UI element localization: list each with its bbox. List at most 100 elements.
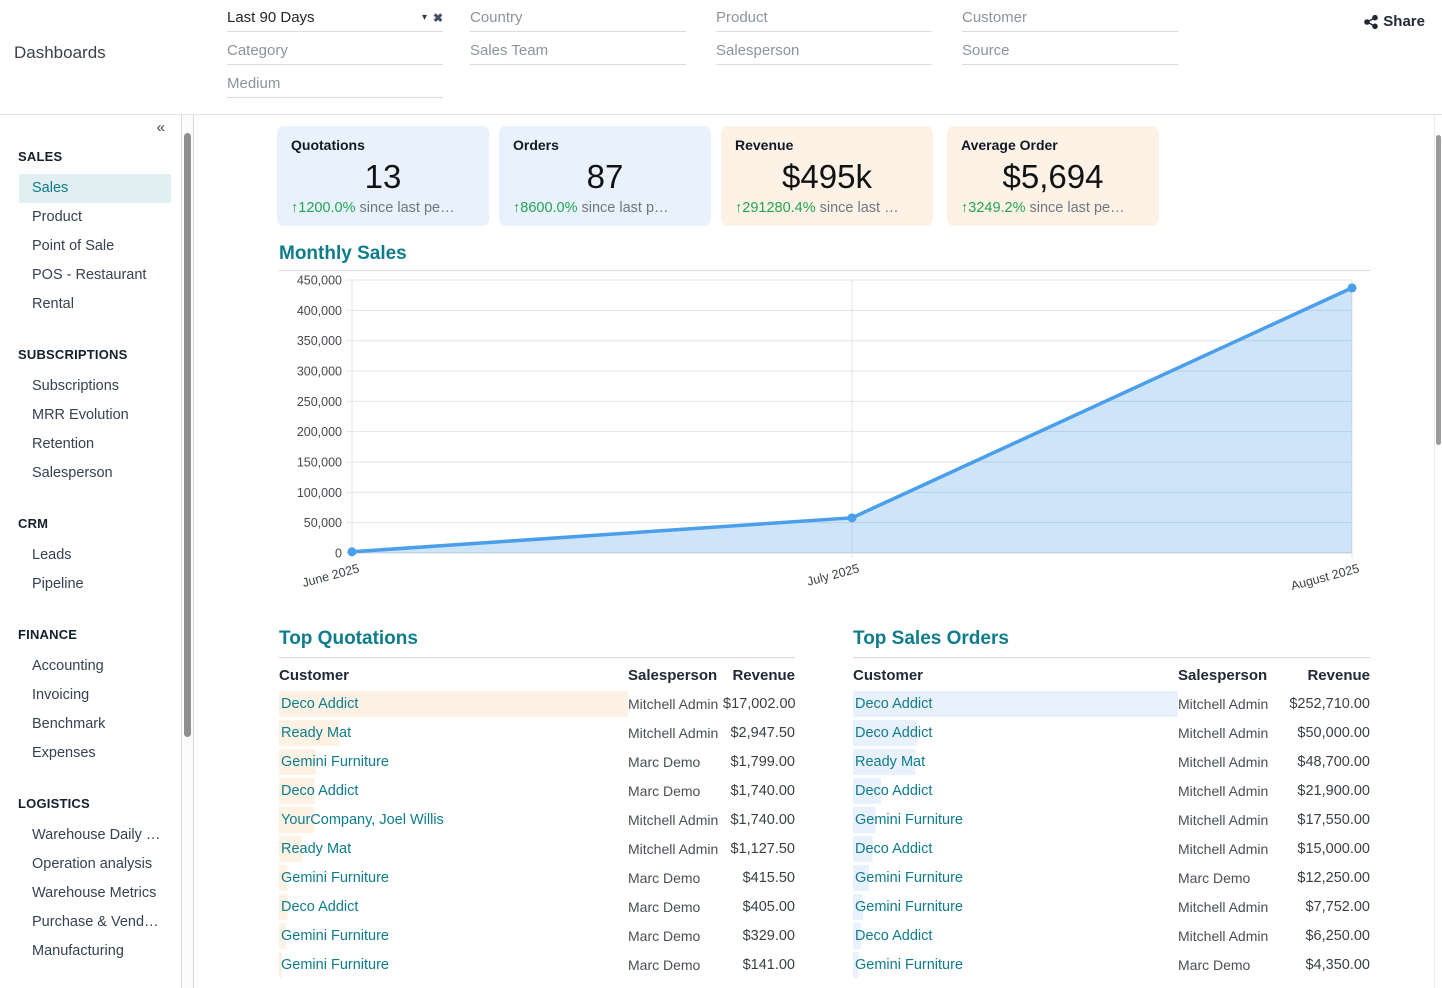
revenue-cell: $6,250.00 [1305,927,1370,944]
filter-product[interactable]: Product [716,6,932,32]
customer-link[interactable]: Deco Addict [853,690,1178,717]
sidebar-item-subscriptions[interactable]: Subscriptions [32,378,120,394]
column-header-salesperson: Salesperson [628,666,718,684]
customer-link[interactable]: Deco Addict [279,777,628,804]
sidebar-item-invoicing[interactable]: Invoicing [32,687,90,703]
customer-link[interactable]: Deco Addict [853,922,1178,949]
sidebar-item-sales[interactable]: Sales [19,174,171,203]
revenue-cell: $2,947.50 [730,724,795,741]
table-row: Gemini Furniture Marc Demo $141.00 [279,950,795,979]
sidebar-item-product[interactable]: Product [32,209,82,225]
sidebar-item-warehouse-daily[interactable]: Warehouse Daily … [32,827,161,843]
customer-link[interactable]: Gemini Furniture [853,893,1178,920]
filter-date-range[interactable]: Last 90 Days ▾ ✖ [227,6,443,32]
filter-source[interactable]: Source [962,39,1178,65]
filter-country[interactable]: Country [470,6,686,32]
dashboard-content: Quotations 13 ↑1200.0% since last pe… Ord… [194,115,1434,988]
sidebar-item-salesperson[interactable]: Salesperson [32,465,113,481]
sidebar-item-warehouse-metrics[interactable]: Warehouse Metrics [32,885,157,901]
data-point-june-2025 [347,547,357,557]
revenue-cell: $17,002.00 [723,695,796,712]
customer-link[interactable]: Gemini Furniture [279,748,628,775]
x-axis-tick-label: June 2025 [301,561,361,590]
y-axis-tick-label: 350,000 [297,334,342,348]
revenue-cell: $1,799.00 [730,753,795,770]
sidebar-item-rental[interactable]: Rental [32,296,74,312]
sidebar-item-manufacturing[interactable]: Manufacturing [32,943,124,959]
table-row: Ready Mat Mitchell Admin $48,700.00 [853,747,1370,776]
customer-link[interactable]: Gemini Furniture [853,806,1178,833]
table-row: Deco Addict Marc Demo $1,740.00 [279,776,795,805]
trend-up-icon: ↑ [961,200,969,216]
share-button[interactable]: Share [1364,13,1425,30]
customer-link[interactable]: Deco Addict [853,777,1178,804]
sidebar-item-mrr-evolution[interactable]: MRR Evolution [32,407,129,423]
top-quotations-table: Top Quotations Customer Salesperson Revenu… [279,628,796,979]
sidebar-item-purchase-vend[interactable]: Purchase & Vend… [32,914,159,930]
customer-link[interactable]: Deco Addict [279,690,628,717]
revenue-cell: $7,752.00 [1305,898,1370,915]
customer-link[interactable]: Deco Addict [853,835,1178,862]
y-axis-tick-label: 200,000 [297,425,342,439]
table-row: Gemini Furniture Marc Demo $329.00 [279,921,795,950]
salesperson-cell: Marc Demo [628,956,701,973]
customer-link[interactable]: Gemini Furniture [279,951,628,978]
column-header-customer: Customer [279,666,350,684]
trend-up-icon: ↑ [291,200,299,216]
sidebar-item-retention[interactable]: Retention [32,436,95,452]
customer-link[interactable]: Ready Mat [853,748,1178,775]
revenue-cell: $15,000.00 [1297,840,1370,857]
kpi-card-quotations[interactable]: Quotations 13 ↑1200.0% since last pe… [277,126,489,226]
filter-customer[interactable]: Customer [962,6,1178,32]
filter-category[interactable]: Category [227,39,443,65]
kpi-label: Average Order [961,137,1058,153]
sidebar-item-expenses[interactable]: Expenses [32,745,96,761]
chevron-down-icon[interactable]: ▾ [421,12,427,23]
customer-link[interactable]: Gemini Furniture [279,864,628,891]
sidebar-section-header: CRM [18,516,49,531]
page-scrollbar-thumb[interactable] [1436,135,1441,445]
sidebar-item-accounting[interactable]: Accounting [32,658,104,674]
kpi-card-orders[interactable]: Orders 87 ↑8600.0% since last p… [499,126,711,226]
top-sales-orders-table: Top Sales Orders Customer Salesperson Reve… [853,628,1370,979]
revenue-cell: $1,740.00 [730,782,795,799]
salesperson-cell: Mitchell Admin [1178,753,1269,770]
filter-sales-team[interactable]: Sales Team [470,39,686,65]
kpi-delta: ↑3249.2% since last pe… [961,200,1125,216]
column-header-salesperson: Salesperson [1178,666,1268,684]
kpi-value: 87 [586,157,624,195]
sidebar-item-leads[interactable]: Leads [32,547,72,563]
share-icon [1364,14,1379,29]
customer-link[interactable]: Gemini Furniture [279,922,628,949]
customer-link[interactable]: Ready Mat [279,719,628,746]
y-axis-tick-label: 300,000 [297,365,342,379]
sidebar-item-operation-analysis[interactable]: Operation analysis [32,856,153,872]
monthly-sales-chart: 0 50,000 100,000 150,000 200,000 250,000 300,0… [296,272,1370,602]
sidebar-scrollbar-thumb[interactable] [184,133,191,737]
kpi-delta: ↑8600.0% since last p… [513,200,669,216]
customer-link[interactable]: Gemini Furniture [853,864,1178,891]
table-row: Gemini Furniture Mitchell Admin $17,550.00 [853,805,1370,834]
customer-link[interactable]: YourCompany, Joel Willis [279,806,628,833]
revenue-cell: $329.00 [742,927,795,944]
customer-link[interactable]: Gemini Furniture [853,951,1178,978]
kpi-card-revenue[interactable]: Revenue $495k ↑291280.4% since last … [721,126,933,226]
customer-link[interactable]: Deco Addict [853,719,1178,746]
page-scrollbar[interactable] [1434,115,1442,988]
clear-filter-icon[interactable]: ✖ [432,11,443,25]
collapse-sidebar-icon[interactable]: « [156,119,165,136]
sidebar-section-subscriptions: SUBSCRIPTIONS Subscriptions MRR Evolution R… [0,340,181,488]
table-header-row: Customer Salesperson Revenue [853,661,1370,689]
sidebar-scrollbar[interactable] [181,115,194,988]
sidebar-section-logistics: LOGISTICS Warehouse Daily … Operation anal… [0,789,181,966]
sidebar-item-pipeline[interactable]: Pipeline [32,576,84,592]
filter-salesperson[interactable]: Salesperson [716,39,932,65]
customer-link[interactable]: Ready Mat [279,835,628,862]
kpi-value: $495k [782,157,872,195]
sidebar-item-point-of-sale[interactable]: Point of Sale [32,238,115,254]
kpi-card-average-order[interactable]: Average Order $5,694 ↑3249.2% since last … [947,126,1159,226]
sidebar-item-pos-restaurant[interactable]: POS - Restaurant [32,267,147,283]
filter-medium[interactable]: Medium [227,72,443,98]
sidebar-item-benchmark[interactable]: Benchmark [32,716,106,732]
customer-link[interactable]: Deco Addict [279,893,628,920]
